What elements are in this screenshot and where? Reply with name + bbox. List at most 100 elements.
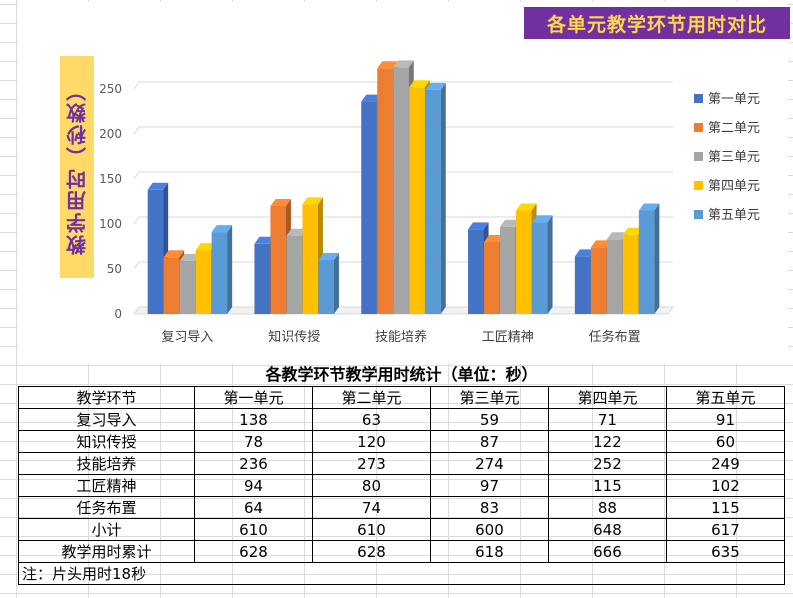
table-cell[interactable]: 115 xyxy=(665,496,786,519)
table-cell[interactable]: 64 xyxy=(194,496,313,519)
bar-front xyxy=(377,68,393,314)
table-cell[interactable]: 91 xyxy=(665,408,786,431)
table-cell[interactable]: 635 xyxy=(665,540,786,563)
table-cell[interactable]: 88 xyxy=(547,496,667,519)
bar-top xyxy=(147,182,169,190)
bar-top xyxy=(318,253,339,260)
x-tick-label: 任务布置 xyxy=(589,329,641,345)
table-cell[interactable]: 工匠精神 xyxy=(18,474,195,497)
table-cell[interactable]: 第三单元 xyxy=(429,386,549,409)
table-row: 教学用时累计 628 628 618 666 635 xyxy=(18,540,786,563)
bar-top xyxy=(270,199,291,206)
table-cell[interactable]: 610 xyxy=(194,518,313,541)
bar xyxy=(318,253,339,314)
table-cell[interactable]: 648 xyxy=(547,518,667,541)
table-cell[interactable]: 273 xyxy=(311,452,431,475)
legend-item: 第四单元 xyxy=(694,179,760,194)
table-cell[interactable]: 60 xyxy=(665,430,786,453)
table-cell[interactable]: 249 xyxy=(665,452,786,475)
bar-top xyxy=(484,235,505,242)
bar-front xyxy=(163,257,180,314)
table-cell[interactable]: 274 xyxy=(429,452,549,475)
bar-front xyxy=(409,87,425,314)
legend-item: 第一单元 xyxy=(694,92,760,107)
table-cell[interactable]: 71 xyxy=(547,408,667,431)
bar-front xyxy=(484,242,500,314)
table-note[interactable]: 注：片头用时18秒 xyxy=(18,562,785,585)
table-cell[interactable]: 第一单元 xyxy=(194,386,313,409)
table-cell[interactable]: 技能培养 xyxy=(18,452,195,475)
legend-label: 第三单元 xyxy=(708,150,760,165)
bar-front xyxy=(270,206,286,314)
bar-front xyxy=(532,222,548,314)
bar-front xyxy=(286,235,302,314)
table-cell[interactable]: 63 xyxy=(311,408,431,431)
table-cell[interactable]: 97 xyxy=(429,474,549,497)
bar-side xyxy=(333,253,339,314)
legend-label: 第一单元 xyxy=(708,92,760,107)
table-cell[interactable]: 666 xyxy=(547,540,667,563)
table-cell[interactable]: 102 xyxy=(665,474,786,497)
table-cell[interactable]: 复习导入 xyxy=(18,408,195,431)
table-cell[interactable]: 教学环节 xyxy=(18,386,195,409)
table-cell[interactable]: 120 xyxy=(311,430,431,453)
table-cell[interactable]: 59 xyxy=(429,408,549,431)
bar-front xyxy=(393,67,409,315)
table-cell[interactable]: 78 xyxy=(194,430,313,453)
table-cell[interactable]: 第四单元 xyxy=(547,386,667,409)
bar-top xyxy=(468,222,489,230)
x-tick-label: 知识传授 xyxy=(268,329,320,345)
bar xyxy=(638,203,660,314)
bar-top xyxy=(195,243,217,251)
table-cell[interactable]: 610 xyxy=(311,518,431,541)
table-cell[interactable]: 任务布置 xyxy=(18,496,195,519)
bar-top xyxy=(211,225,233,233)
bars xyxy=(147,60,660,315)
table-cell[interactable]: 115 xyxy=(547,474,667,497)
table-cell[interactable]: 628 xyxy=(311,540,431,563)
table-cell[interactable]: 138 xyxy=(194,408,313,431)
table-cell[interactable]: 第五单元 xyxy=(665,386,786,409)
legend-swatch xyxy=(694,210,703,219)
bar-top xyxy=(500,219,521,227)
table-cell[interactable]: 252 xyxy=(547,452,667,475)
legend-label: 第四单元 xyxy=(708,179,760,194)
table-note-row: 注：片头用时18秒 xyxy=(18,562,785,585)
bar-top xyxy=(574,249,596,257)
table-cell[interactable]: 74 xyxy=(311,496,431,519)
table-cell[interactable]: 80 xyxy=(311,474,431,497)
table-cell[interactable]: 618 xyxy=(429,540,549,563)
table-row: 复习导入 138 63 59 71 91 xyxy=(18,408,786,431)
legend-item: 第五单元 xyxy=(694,208,760,223)
gridline xyxy=(133,171,140,180)
chart-area[interactable]: 0 50 100 150 200 250 复习导入 知识传授 技能培养 工匠精神 任务布置 第一单元第… xyxy=(18,2,790,364)
bar-top xyxy=(638,203,660,211)
table-row: 工匠精神 94 80 97 115 102 xyxy=(18,474,786,497)
table-cell[interactable]: 600 xyxy=(429,518,549,541)
table-cell[interactable]: 94 xyxy=(194,474,313,497)
table-cell[interactable]: 知识传授 xyxy=(18,430,195,453)
bar-top xyxy=(302,197,323,205)
bar-top xyxy=(163,250,185,258)
bar-front xyxy=(468,229,484,314)
table-cell[interactable]: 小计 xyxy=(18,518,195,541)
bar xyxy=(532,215,553,314)
table-cell[interactable]: 617 xyxy=(665,518,786,541)
table-cell[interactable]: 236 xyxy=(194,452,313,475)
bar-front xyxy=(195,250,212,314)
bar-side xyxy=(654,203,660,314)
legend-item: 第三单元 xyxy=(694,150,760,165)
bar-front xyxy=(254,243,270,314)
x-tick-label: 技能培养 xyxy=(375,329,427,345)
table-cell[interactable]: 87 xyxy=(429,430,549,453)
table-cell[interactable]: 第二单元 xyxy=(311,386,431,409)
table-row: 技能培养 236 273 274 252 249 xyxy=(18,452,786,475)
table-cell[interactable]: 122 xyxy=(547,430,667,453)
data-table: 教学环节 第一单元 第二单元 第三单元 第四单元 第五单元 复习导入 138 63 59 71 91 知… xyxy=(18,386,786,585)
table-cell[interactable]: 83 xyxy=(429,496,549,519)
table-cell[interactable]: 教学用时累计 xyxy=(18,540,195,563)
bar-top xyxy=(516,203,537,211)
table-cell[interactable]: 628 xyxy=(194,540,313,563)
bar-front xyxy=(622,234,639,314)
bar-front xyxy=(425,89,441,315)
